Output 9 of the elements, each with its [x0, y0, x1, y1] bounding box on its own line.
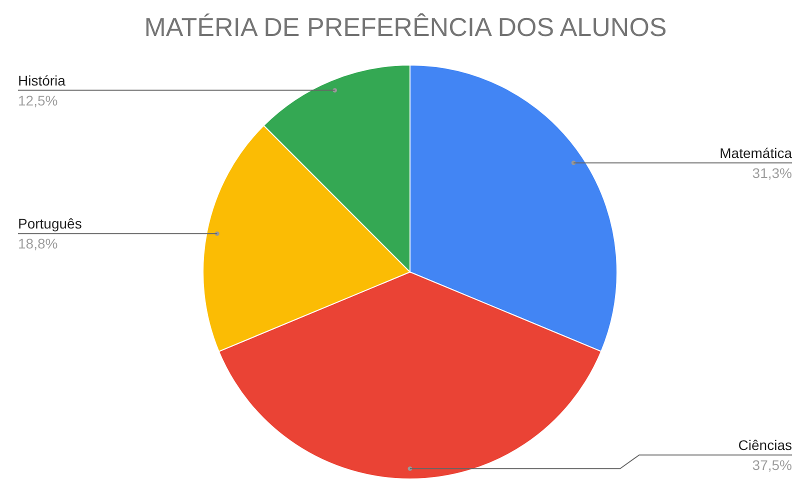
data-label: 37,5%: [752, 457, 792, 473]
slice-label: História: [18, 72, 66, 88]
data-label: 12,5%: [18, 92, 58, 108]
slice-label: Matemática: [720, 144, 792, 161]
chart-title: MATÉRIA DE PREFERÊNCIA DOS ALUNOS: [143, 12, 668, 43]
data-label: 18,8%: [18, 236, 58, 252]
slice-label: Ciências: [738, 437, 792, 453]
slice-label: Português: [18, 216, 82, 232]
data-label: 31,3%: [752, 164, 792, 181]
